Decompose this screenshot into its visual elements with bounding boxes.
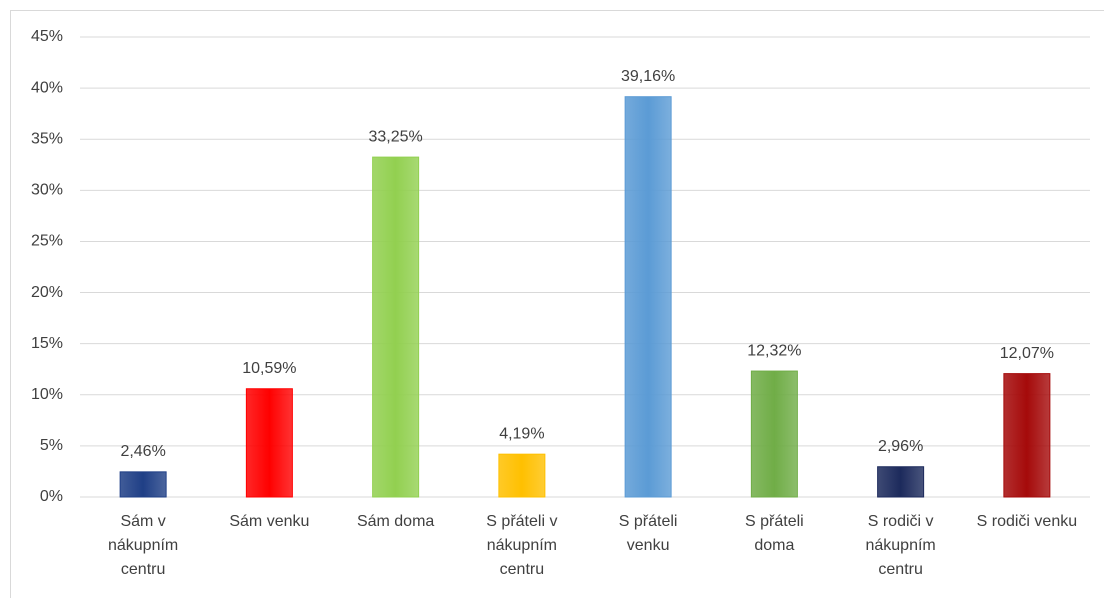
bar: [246, 389, 292, 497]
y-tick-label: 35%: [31, 130, 63, 147]
chart-frame: [11, 11, 1104, 599]
y-tick-label: 30%: [31, 182, 63, 199]
data-label: 39,16%: [621, 68, 675, 85]
y-tick-label: 45%: [31, 28, 63, 45]
bar: [1004, 374, 1050, 497]
data-label: 4,19%: [499, 425, 544, 442]
y-tick-label: 25%: [31, 233, 63, 250]
y-tick-label: 10%: [31, 386, 63, 403]
data-label: 33,25%: [368, 128, 422, 145]
y-tick-label: 0%: [40, 488, 63, 505]
data-label: 12,07%: [1000, 345, 1054, 362]
bar: [499, 454, 545, 497]
y-tick-label: 40%: [31, 79, 63, 96]
x-tick-label: Sám doma: [357, 513, 434, 530]
y-tick-label: 20%: [31, 284, 63, 301]
data-label: 10,59%: [242, 360, 296, 377]
bar: [120, 472, 166, 497]
bar: [625, 97, 671, 497]
y-tick-label: 5%: [40, 437, 63, 454]
data-label: 12,32%: [747, 342, 801, 359]
y-tick-label: 15%: [31, 335, 63, 352]
bar: [878, 467, 924, 497]
data-label: 2,96%: [878, 438, 923, 455]
data-label: 2,46%: [120, 443, 165, 460]
bar: [751, 371, 797, 497]
x-tick-label: S rodiči venku: [977, 513, 1078, 530]
x-tick-label: Sám venku: [229, 513, 309, 530]
bar: [373, 157, 419, 497]
